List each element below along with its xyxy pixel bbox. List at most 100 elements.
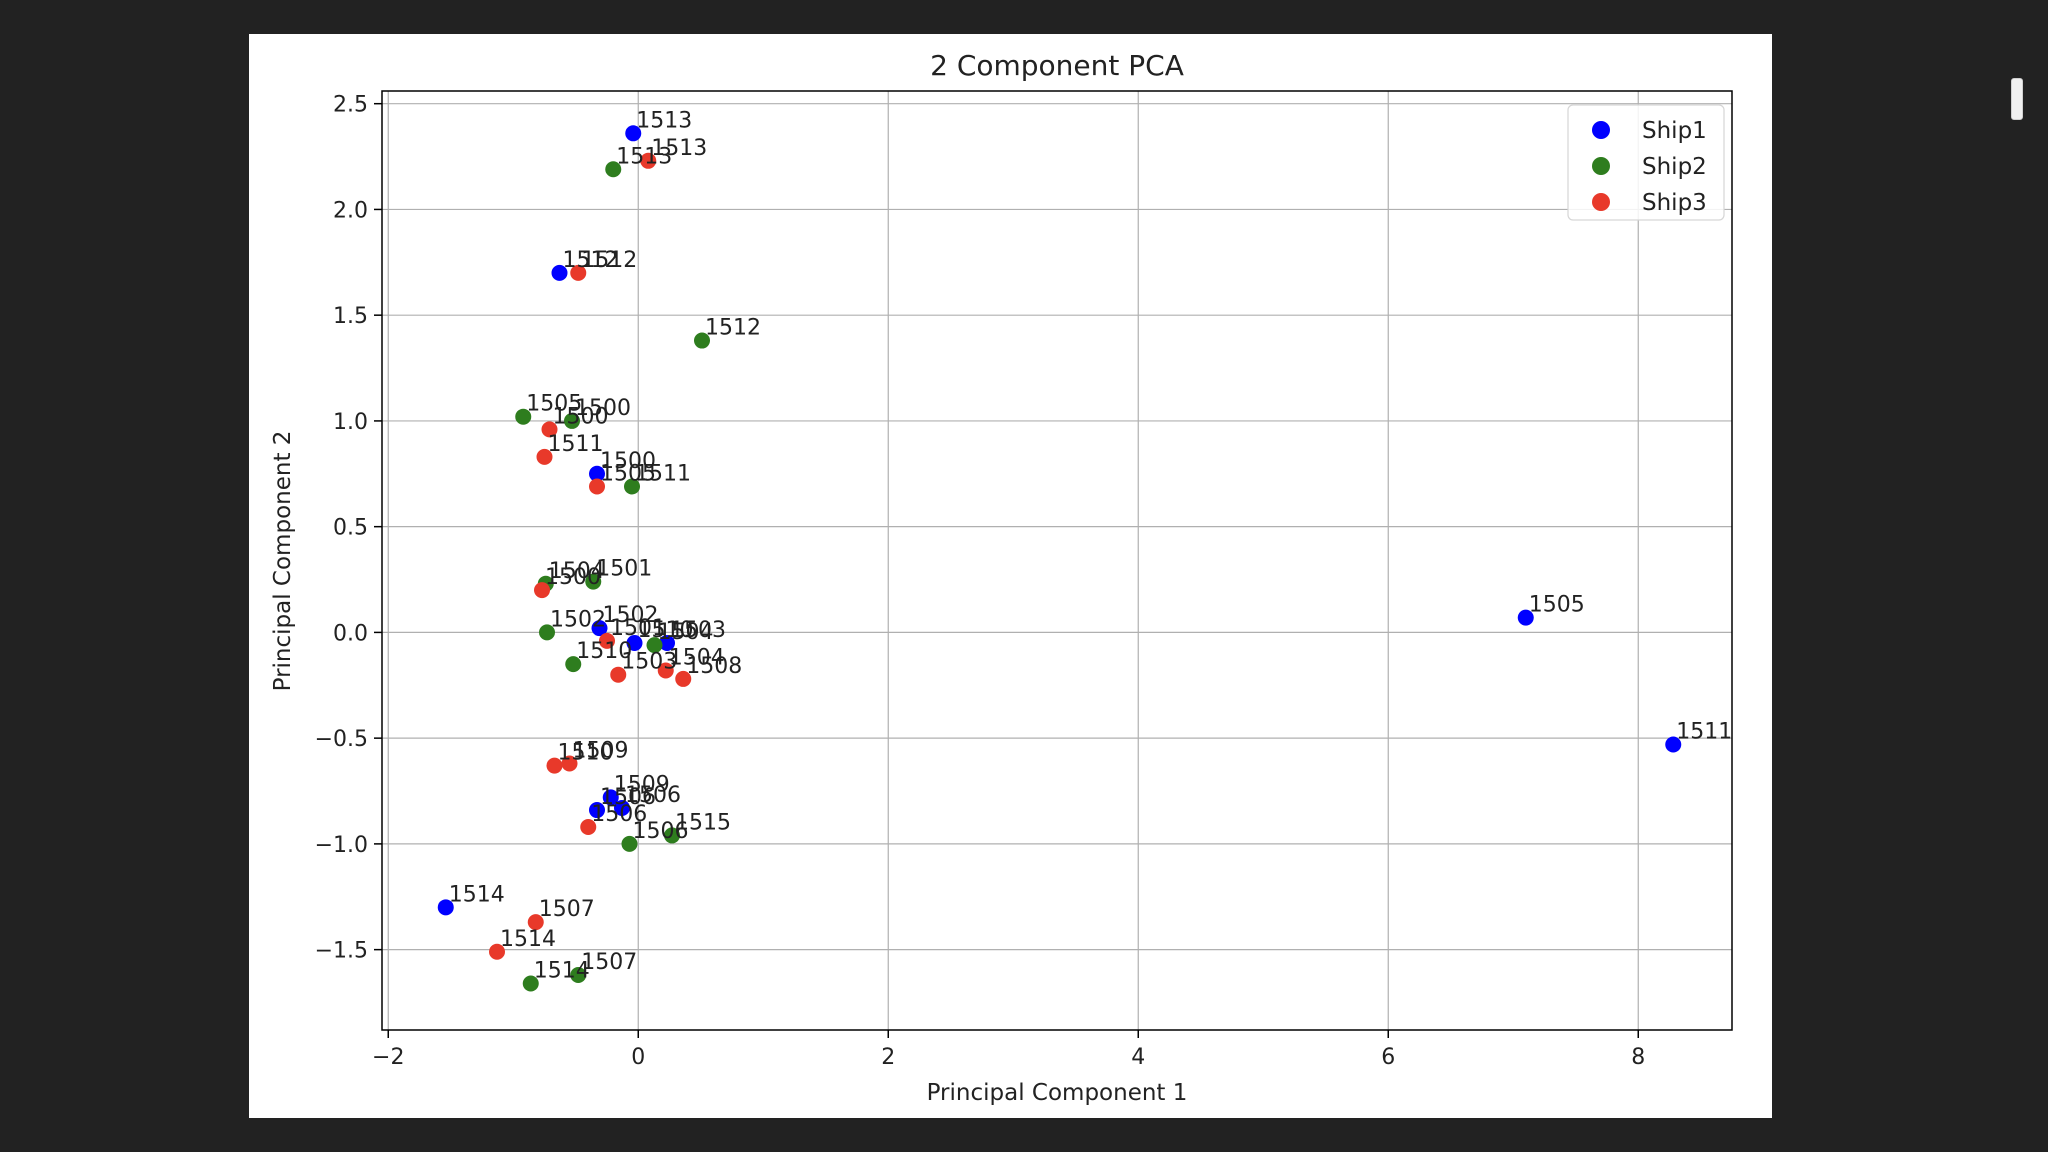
data-point xyxy=(1517,609,1534,626)
data-point xyxy=(534,582,550,599)
point-label: 1506 xyxy=(591,802,647,827)
data-point xyxy=(610,666,627,683)
y-tick-label: 2.5 xyxy=(333,93,368,118)
point-label: 1503 xyxy=(621,650,677,675)
data-point xyxy=(625,125,642,142)
y-tick-label: 2.0 xyxy=(333,198,368,223)
point-label: 1504 xyxy=(658,620,714,645)
data-point xyxy=(589,478,605,495)
data-point xyxy=(489,943,505,960)
point-label: 1511 xyxy=(635,461,691,486)
pca-scatter-chart: 2 Component PCA −2 0 2 4 6 8 −1.5 −1.0 −0.5 0.0 0.… xyxy=(270,49,1733,1106)
data-point xyxy=(659,634,675,651)
point-label: 1514 xyxy=(500,927,556,952)
data-point xyxy=(646,637,663,654)
point-label: 1503 xyxy=(670,618,726,643)
y-tick-label: −1.0 xyxy=(315,833,368,858)
point-label: 1502 xyxy=(603,603,659,628)
point-label: 1507 xyxy=(539,897,595,922)
data-point xyxy=(564,412,580,429)
data-point xyxy=(539,624,555,641)
data-point xyxy=(602,789,619,806)
data-point xyxy=(614,799,630,816)
data-point xyxy=(640,152,657,169)
x-axis-label: Principal Component 1 xyxy=(927,1080,1188,1106)
point-label: 1505 xyxy=(1529,593,1585,618)
point-label: 1502 xyxy=(550,607,606,632)
chart-figure: 2 Component PCA −2 0 2 4 6 8 −1.5 −1.0 −0.5 0.0 0.… xyxy=(249,34,2023,1118)
y-tick-label: −0.5 xyxy=(315,727,368,752)
point-label: 1505 xyxy=(600,461,656,486)
point-label: 1500 xyxy=(600,449,656,474)
point-label: 1500 xyxy=(545,565,601,590)
point-label: 1500 xyxy=(575,396,631,421)
point-labels: 1513151215001505151115021510150315091506… xyxy=(449,108,1733,983)
data-point xyxy=(694,332,710,349)
y-tick-label: −1.5 xyxy=(315,939,368,964)
data-point xyxy=(551,264,568,281)
data-point xyxy=(664,827,680,844)
x-tick-label: 2 xyxy=(881,1045,895,1070)
legend-entry: Ship3 xyxy=(1642,190,1707,216)
data-point xyxy=(437,899,454,916)
y-tick-label: 0.0 xyxy=(333,621,368,646)
x-tick-label: 4 xyxy=(1131,1045,1145,1070)
legend-marker xyxy=(1592,157,1610,175)
point-label: 1514 xyxy=(449,882,505,907)
data-point xyxy=(527,914,544,931)
data-point xyxy=(541,421,558,438)
point-label: 1512 xyxy=(705,316,761,341)
data-point xyxy=(589,802,605,819)
point-label: 1513 xyxy=(651,136,707,161)
y-tick-label: 0.5 xyxy=(333,516,368,541)
data-point xyxy=(599,632,615,649)
legend-entry: Ship1 xyxy=(1642,118,1707,144)
point-label: 1504 xyxy=(669,645,725,670)
point-label: 1500 xyxy=(553,404,609,429)
chart-title: 2 Component PCA xyxy=(930,49,1184,82)
data-point xyxy=(589,465,605,482)
data-point xyxy=(546,757,563,774)
axis-ticks: −2 0 2 4 6 8 −1.5 −1.0 −0.5 0.0 0.5 1.0 1.5 2.0 2.5 xyxy=(315,93,1646,1070)
point-label: 1509 xyxy=(573,739,629,764)
data-point xyxy=(522,975,539,992)
point-label: 1505 xyxy=(526,392,582,417)
point-label: 1510 xyxy=(638,618,694,643)
point-label: 1508 xyxy=(686,654,742,679)
point-label: 1510 xyxy=(558,741,614,766)
data-point xyxy=(1665,736,1682,753)
x-tick-label: 8 xyxy=(1631,1045,1645,1070)
y-axis-label: Principal Component 2 xyxy=(270,431,296,692)
legend: Ship1 Ship2 Ship3 xyxy=(1567,104,1725,221)
point-label: 1507 xyxy=(581,950,637,975)
x-tick-label: 0 xyxy=(631,1045,645,1070)
data-point xyxy=(565,656,582,673)
point-label: 1506 xyxy=(633,819,689,844)
y-tick-label: 1.0 xyxy=(333,410,368,435)
point-label: 1513 xyxy=(636,108,692,133)
point-label: 1513 xyxy=(616,144,672,169)
data-point xyxy=(580,818,597,835)
data-point xyxy=(515,408,532,425)
x-tick-label: 6 xyxy=(1381,1045,1395,1070)
point-label: 1511 xyxy=(1676,719,1732,744)
grid-lines xyxy=(382,91,1732,1030)
legend-marker xyxy=(1592,193,1610,211)
point-label: 1511 xyxy=(548,432,604,457)
data-point xyxy=(591,620,608,637)
point-label: 1504 xyxy=(549,559,605,584)
point-label: 1501 xyxy=(610,616,666,641)
data-point xyxy=(626,634,643,651)
point-label: 1509 xyxy=(614,772,670,797)
point-label: 1501 xyxy=(596,557,652,582)
point-label: 1506 xyxy=(600,785,656,810)
plot-frame xyxy=(381,90,1733,1031)
data-point xyxy=(585,573,602,590)
point-label: 1514 xyxy=(534,958,590,983)
data-point xyxy=(621,835,638,852)
point-label: 1512 xyxy=(563,248,619,273)
data-point xyxy=(675,670,692,687)
data-point xyxy=(624,478,640,495)
data-point xyxy=(657,662,674,679)
data-point xyxy=(536,448,553,465)
